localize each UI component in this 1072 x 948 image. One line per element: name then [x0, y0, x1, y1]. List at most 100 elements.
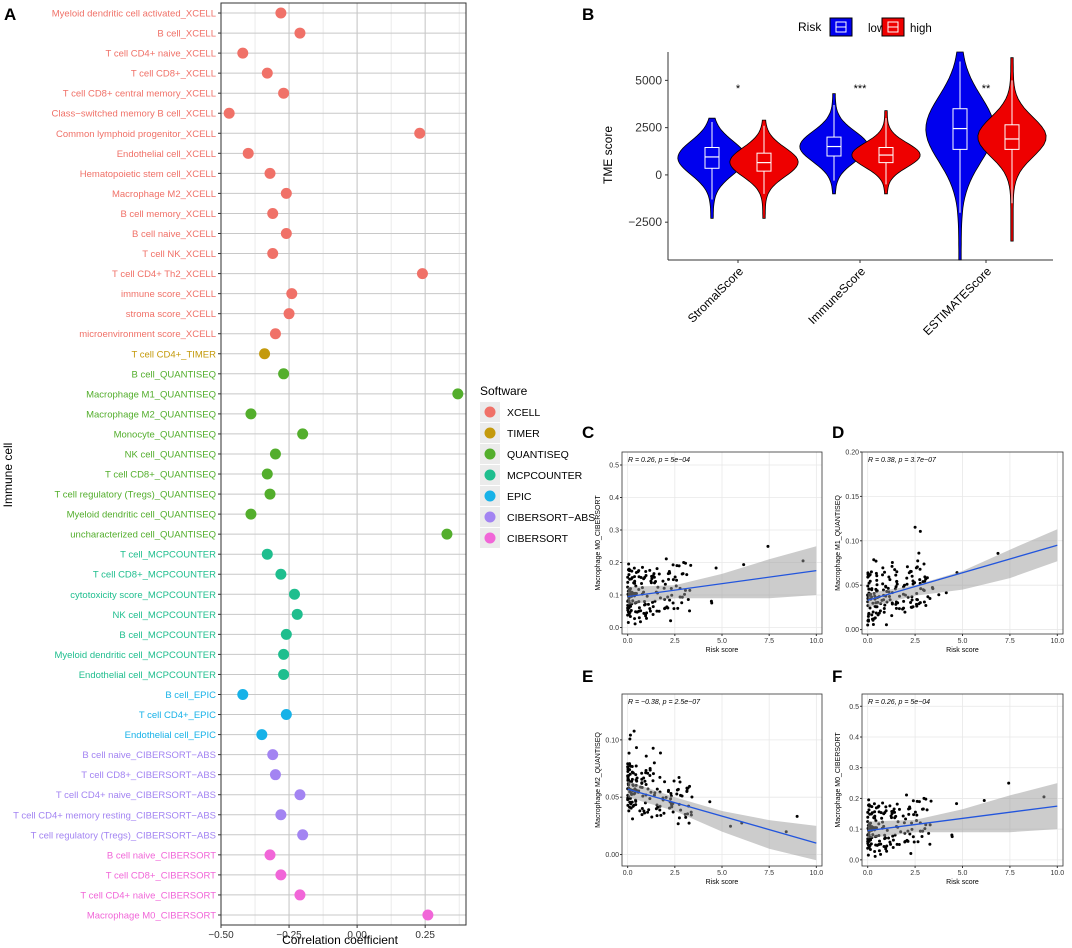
- panel-a-point: [278, 87, 290, 99]
- panelD-annotation: R = 0.38, p = 3.7e−07: [868, 457, 937, 464]
- panelC-point: [627, 562, 631, 566]
- panel-a-row-label: Hematopoietic stem cell_XCELL: [80, 169, 216, 180]
- panelE-point: [662, 811, 666, 815]
- panelE-point: [675, 792, 679, 796]
- panelE-point: [628, 733, 632, 737]
- panelC-point: [675, 578, 679, 582]
- panel-a-point: [280, 628, 292, 640]
- panel-a-point: [261, 468, 273, 480]
- panelD-point: [890, 560, 894, 564]
- panel-a-row-label: T cell CD4+ memory resting_CIBERSORT−ABS: [13, 810, 216, 821]
- panelC-y-tick-label: 0.0: [609, 625, 619, 632]
- panelE-point: [628, 763, 632, 767]
- panelD-point: [874, 611, 878, 615]
- panelD-point: [924, 604, 928, 608]
- panelC-point: [655, 567, 659, 571]
- panel-a-point: [283, 308, 295, 320]
- panel-a-point: [280, 228, 292, 239]
- panelD-point: [886, 586, 890, 590]
- panelF-point: [917, 800, 921, 804]
- software-legend-label: CIBERSORT−ABS: [507, 512, 595, 524]
- panelC-point: [667, 577, 671, 581]
- panelC-x-tick-label: 10.0: [810, 638, 824, 645]
- panelE-y-tick-label: 0.10: [605, 737, 619, 744]
- software-legend-dot: [484, 490, 496, 502]
- panel-a-x-tick-label: −0.50: [208, 930, 234, 941]
- panel-a-background: [221, 3, 466, 925]
- panelE-point: [690, 795, 694, 799]
- panelD-point: [937, 593, 941, 597]
- panelE-point: [642, 809, 646, 813]
- panelC-point: [645, 616, 649, 620]
- panel-a-frame: [220, 2, 467, 926]
- panelC-point: [675, 564, 679, 568]
- panelD-point: [907, 571, 911, 575]
- panelF-point: [872, 802, 876, 806]
- panel-a-x-axis-title: Correlation coefficient: [282, 933, 399, 947]
- panelF-point: [868, 847, 872, 851]
- panelD-point: [875, 605, 879, 609]
- panelD-point: [896, 601, 900, 605]
- panel-a-row-label: B cell_MCPCOUNTER: [119, 630, 216, 641]
- panelD-point: [893, 568, 897, 572]
- panel-a-point: [264, 849, 276, 861]
- panel-a-point: [275, 7, 287, 19]
- panelF-point: [880, 816, 884, 820]
- panelD-x-tick-label: 7.5: [1005, 638, 1015, 645]
- panel-a-row-label: NK cell_QUANTISEQ: [125, 449, 216, 460]
- panelE-point: [658, 751, 662, 755]
- panel-a-point: [278, 668, 290, 680]
- panelE-point: [652, 761, 656, 765]
- panelD-point: [921, 580, 925, 584]
- panelC-point: [637, 569, 641, 573]
- panelF-y-axis-title: Macrophage M0_CIBERSORT: [835, 732, 842, 828]
- panelC-point: [644, 612, 648, 616]
- panel-a-row-label: Myeloid dendritic cell_QUANTISEQ: [67, 510, 216, 521]
- panelF-point: [884, 845, 888, 849]
- panel-a-row-label: T cell CD4+ naive_CIBERSORT: [80, 890, 216, 901]
- panelC-point: [644, 570, 648, 574]
- panel-a-row-label: Endothelial cell_XCELL: [117, 149, 216, 160]
- panelF-point: [893, 816, 897, 820]
- panelD-y-tick-label: 0.20: [845, 450, 859, 457]
- panel-a-point: [242, 147, 254, 159]
- panelD-x-tick-label: 2.5: [910, 638, 920, 645]
- panelD-point: [909, 601, 913, 605]
- panel-a-row-label: T cell CD8+_MCPCOUNTER: [93, 570, 216, 581]
- software-legend-dot: [484, 532, 496, 544]
- panelE-point: [634, 764, 638, 768]
- panelF-point: [877, 849, 881, 853]
- panel-e-scatter: 0.0 2.5 5.0 7.5 10.0 0.00 0.05 0.10 R = −0.38, p…: [595, 693, 823, 886]
- panel-b-significance: **: [982, 83, 991, 95]
- panel-a-row-label: T cell CD8+_CIBERSORT: [106, 870, 216, 881]
- panelC-point: [653, 581, 657, 585]
- panelD-point: [903, 610, 907, 614]
- panelE-point: [640, 771, 644, 775]
- panelD-x-tick-label: 0.0: [863, 638, 873, 645]
- panel-a-row-label: T cell CD4+_EPIC: [139, 710, 216, 721]
- panelF-point: [866, 810, 870, 814]
- panelC-point: [643, 602, 647, 606]
- panelF-point: [915, 813, 919, 817]
- panelC-y-tick-label: 0.5: [609, 463, 619, 470]
- panelC-point: [766, 544, 770, 548]
- panelD-point: [895, 570, 899, 574]
- panelF-point: [906, 839, 910, 843]
- panel-a-row-label: NK cell_MCPCOUNTER: [113, 610, 217, 621]
- panelD-point: [911, 605, 915, 609]
- panelE-point: [650, 815, 654, 819]
- panelF-point: [891, 846, 895, 850]
- panel-a-row-label: T cell CD4+ Th2_XCELL: [112, 269, 216, 280]
- panelD-point: [867, 611, 871, 615]
- panel-b-y-tick-label: 5000: [635, 73, 662, 87]
- panelC-point: [714, 566, 718, 570]
- panel-a-point: [275, 809, 287, 821]
- panel-a-row-label: microenvironment score_XCELL: [79, 329, 216, 340]
- panelE-point: [634, 799, 638, 803]
- panelF-point: [908, 832, 912, 836]
- panel-a-point: [414, 127, 426, 139]
- panelE-point: [628, 805, 632, 809]
- panelF-point: [904, 817, 908, 821]
- panelF-point: [891, 834, 895, 838]
